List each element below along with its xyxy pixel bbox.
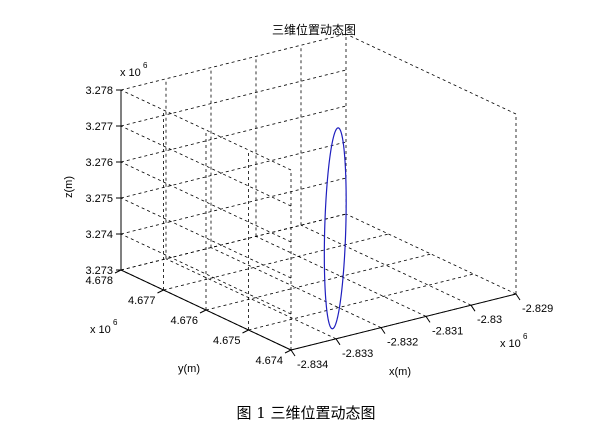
z-multiplier-exp: 6 (143, 61, 148, 70)
x-multiplier-base: x 10 (500, 338, 521, 350)
y-tick-label: 4.674 (255, 355, 283, 367)
figure-caption: 图 1 三维位置动态图 (236, 404, 375, 422)
x-tick-label: -2.833 (342, 348, 373, 360)
x-tick-label: -2.83 (477, 314, 502, 326)
x-multiplier-exp: 6 (523, 332, 528, 341)
grid-line (120, 125, 292, 207)
grid-line (120, 197, 292, 279)
x-axis-label: x(m) (389, 366, 411, 378)
z-tick-label: 3.274 (85, 229, 113, 241)
y-tick-mark (242, 329, 249, 334)
x-multiplier: x 10 6 (500, 332, 528, 350)
y-tick-mark (199, 309, 207, 314)
y-tick-label: 4.676 (170, 315, 198, 327)
grid-line (120, 177, 347, 235)
x-tick-mark (425, 316, 431, 323)
grid-line (120, 213, 347, 271)
z-multiplier-base: x 10 (120, 67, 141, 79)
y-multiplier-exp: 6 (113, 318, 118, 327)
grid-line (345, 213, 517, 295)
z-axis-label: z(m) (63, 176, 75, 198)
x-tick-label: -2.832 (387, 337, 418, 349)
y-tick-mark (284, 349, 292, 354)
y-tick-labels: 4.674 4.675 4.676 4.677 4.678 (85, 275, 283, 367)
x-tick-mark (290, 349, 296, 357)
y-tick-label: 4.677 (128, 295, 156, 307)
grid-line (255, 236, 427, 317)
y-axis-label: y(m) (178, 363, 200, 375)
x-axis-line (290, 293, 517, 351)
y-tick-mark (157, 289, 164, 294)
x-tick-mark (515, 293, 521, 301)
x-tick-label: -2.834 (297, 359, 328, 371)
x-tick-labels: -2.834 -2.833 -2.832 -2.831 -2.83 -2.829 (297, 303, 553, 371)
z-tick-label: 3.276 (85, 157, 113, 169)
z-multiplier: x 10 6 (120, 61, 148, 79)
z-tick-label: 3.273 (85, 265, 113, 277)
orbit-line (323, 127, 347, 330)
grid-line (120, 89, 292, 171)
x-tick-label: -2.829 (522, 303, 553, 315)
grid-line (345, 33, 517, 115)
grid-line (120, 69, 347, 127)
y-multiplier-base: x 10 (90, 324, 111, 336)
grid-line (205, 253, 432, 311)
grid-line (210, 247, 382, 328)
grid-line (300, 224, 472, 306)
axis-box (114, 89, 521, 357)
chart-title: 三维位置动态图 (272, 22, 356, 37)
grid-line (120, 233, 292, 315)
z-tick-labels: 3.273 3.274 3.275 3.276 3.277 3.278 (85, 85, 113, 277)
grid-line (120, 141, 347, 199)
grid-line (163, 233, 389, 291)
x-tick-mark (335, 338, 341, 346)
grid-line (120, 33, 347, 91)
grid-line (120, 105, 347, 163)
z-tick-label: 3.277 (85, 121, 113, 133)
grid-line (120, 161, 292, 243)
grid-line (165, 258, 337, 340)
y-tick-label: 4.675 (213, 335, 241, 347)
trajectory (323, 127, 347, 330)
x-tick-label: -2.831 (432, 325, 463, 337)
y-multiplier: x 10 6 (90, 318, 118, 336)
x-tick-mark (380, 327, 386, 334)
y-tick-label: 4.678 (85, 275, 113, 287)
z-tick-label: 3.275 (85, 193, 113, 205)
x-tick-mark (470, 304, 476, 312)
z-tick-label: 3.278 (85, 85, 113, 97)
grid-line (248, 273, 474, 331)
